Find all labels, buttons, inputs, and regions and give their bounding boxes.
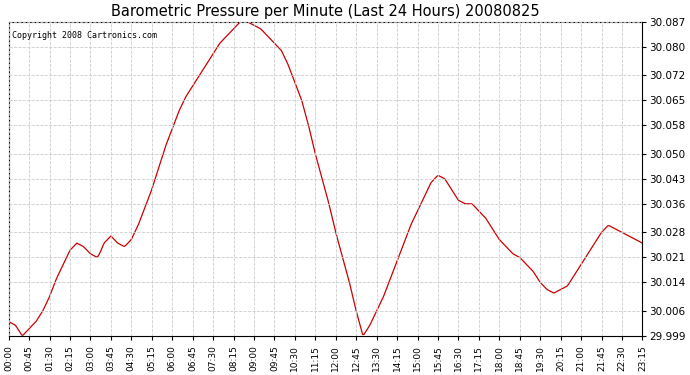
Text: Copyright 2008 Cartronics.com: Copyright 2008 Cartronics.com: [12, 31, 157, 40]
Title: Barometric Pressure per Minute (Last 24 Hours) 20080825: Barometric Pressure per Minute (Last 24 …: [111, 4, 540, 19]
